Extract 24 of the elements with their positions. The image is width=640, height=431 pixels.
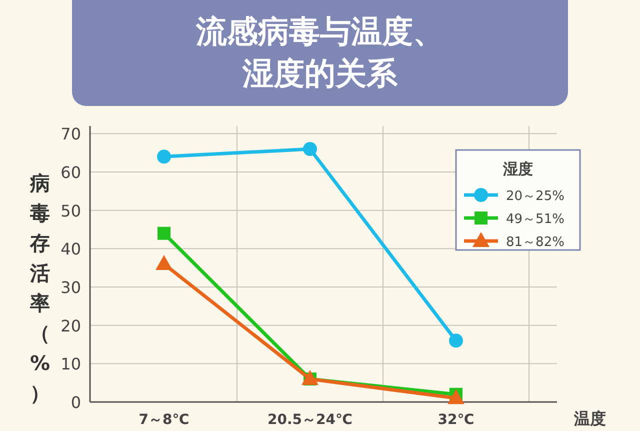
x-tick-label: 32℃ (438, 412, 474, 428)
point (158, 226, 170, 240)
x-tick-label: 20.5～24℃ (268, 412, 353, 428)
point (156, 255, 172, 270)
y-tick-label: 30 (60, 278, 81, 297)
legend-label: 81～82% (506, 235, 564, 250)
point (449, 334, 463, 348)
y-tick-label: 10 (60, 354, 81, 374)
y-axis-title: 病毒存活率（%） (29, 171, 50, 405)
legend-label: 20～25% (506, 189, 564, 204)
legend-title: 湿度 (502, 160, 533, 178)
chart-title: 流感病毒与温度、湿度的关系 (194, 13, 445, 94)
x-tick-label: 7～8℃ (138, 412, 190, 428)
point (303, 142, 317, 156)
y-tick-label: 70 (60, 124, 81, 144)
y-tick-label: 20 (60, 316, 81, 336)
y-tick-label: 60 (60, 163, 81, 182)
y-tick-label: 40 (60, 240, 81, 259)
point (448, 389, 464, 404)
legend-label: 49～51% (506, 212, 564, 227)
point (157, 150, 171, 164)
y-tick-label: 0 (70, 393, 81, 412)
y-tick-label: 50 (60, 201, 81, 220)
x-axis-title: 温度 (573, 409, 606, 428)
